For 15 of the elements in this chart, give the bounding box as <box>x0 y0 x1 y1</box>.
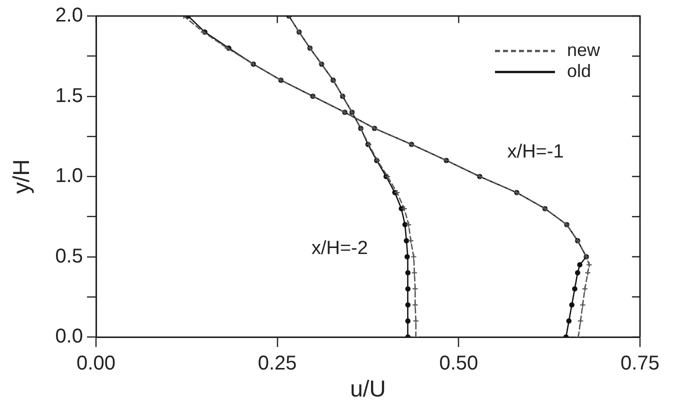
x-tick-label: 0.00 <box>76 352 116 375</box>
y-tick-label: 0.5 <box>55 245 83 268</box>
x-tick-label: 0.50 <box>439 352 478 375</box>
annotation: x/H=-1 <box>507 142 564 163</box>
legend-label: new <box>566 40 601 60</box>
x-tick-label: 0.75 <box>620 352 660 375</box>
legend-label: old <box>566 60 592 81</box>
x-axis-title: u/U <box>350 376 386 402</box>
y-tick-label: 1.5 <box>55 84 83 107</box>
y-tick-label: 2.0 <box>55 4 83 27</box>
y-tick-label: 0.0 <box>55 326 83 348</box>
y-tick-label: 1.0 <box>55 165 83 188</box>
annotation: x/H=-2 <box>311 238 368 259</box>
x-tick-label: 0.25 <box>258 352 297 375</box>
y-axis-title: y/H <box>8 159 34 194</box>
